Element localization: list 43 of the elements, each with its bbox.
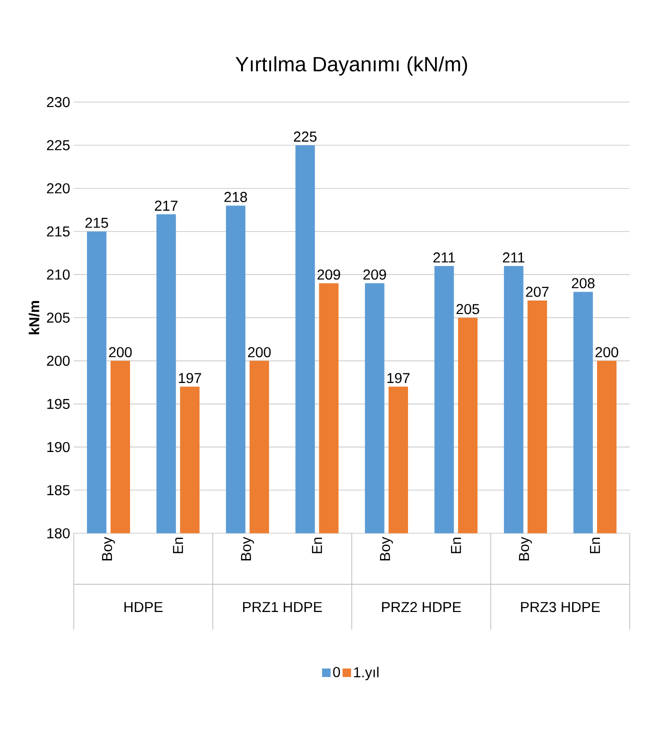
legend-label: 1.yıl	[354, 666, 378, 680]
data-label: 225	[294, 132, 316, 142]
data-label: 211	[502, 252, 524, 262]
y-tick-label: 185	[47, 485, 70, 496]
y-tick-label: 205	[46, 312, 70, 323]
y-tick-label: 210	[46, 269, 70, 280]
x-tick-label: Boy	[102, 536, 115, 560]
x-tick-label: En	[312, 538, 322, 554]
text: PRZ2 HDPE	[382, 602, 461, 612]
x-tick-label: En	[450, 538, 461, 554]
data-label: 205	[456, 304, 480, 314]
chart-title: Yırtılma Dayanımı (kN/m)	[235, 56, 467, 76]
data-label: 215	[85, 218, 108, 228]
legend-label: 0	[333, 666, 340, 678]
data-label: 209	[363, 270, 386, 280]
y-tick-label: 220	[46, 183, 70, 194]
text: PRZ3 HDPE	[520, 602, 600, 612]
data-label: 217	[154, 200, 178, 211]
data-label: 211	[433, 252, 455, 262]
data-label: 218	[224, 192, 247, 202]
y-tick-label: 195	[47, 398, 70, 410]
data-label: 200	[248, 347, 271, 358]
data-label: 207	[526, 286, 548, 297]
data-label: 209	[317, 270, 340, 280]
x-tick-label: Boy	[518, 536, 532, 560]
text: HDPE	[124, 602, 162, 612]
data-label: 200	[595, 347, 618, 358]
x-tick-label: Boy	[240, 536, 254, 560]
x-tick-label: Boy	[380, 536, 393, 560]
text: PRZ1 HDPE	[243, 602, 322, 612]
data-label: 200	[108, 347, 132, 358]
data-label: 197	[387, 372, 410, 384]
y-tick-label: 190	[47, 442, 70, 452]
y-tick-label: 215	[46, 226, 70, 237]
data-label: 197	[178, 372, 201, 384]
y-tick-label: 200	[46, 356, 70, 366]
y-tick-label: 180	[47, 528, 70, 538]
x-tick-label: En	[590, 538, 600, 554]
y-tick-label: 225	[46, 140, 70, 150]
y-axis-title: kN/m	[28, 301, 40, 334]
y-tick-label: 230	[46, 97, 70, 108]
x-tick-label: En	[172, 538, 183, 554]
data-label: 208	[572, 278, 594, 288]
